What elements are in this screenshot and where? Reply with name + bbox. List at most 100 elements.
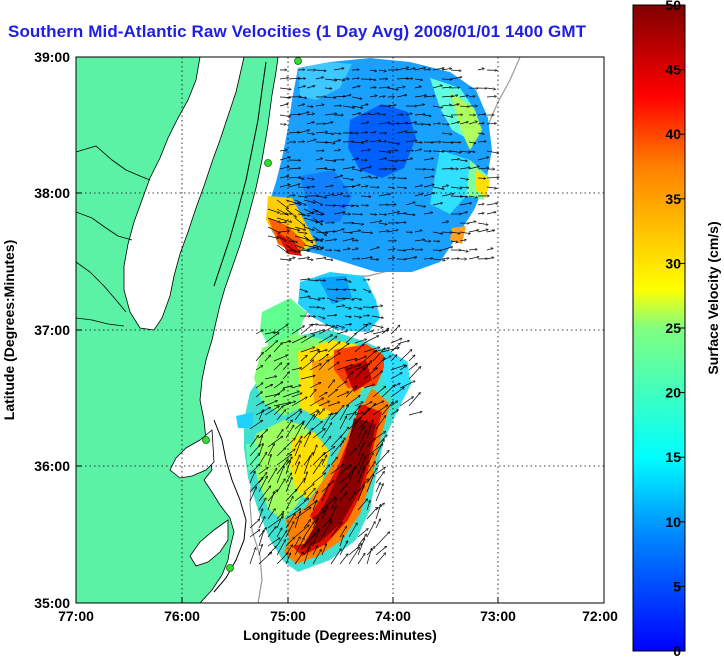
velocity-vector	[342, 239, 354, 242]
velocity-vector	[459, 106, 469, 107]
velocity-vector	[414, 185, 422, 188]
velocity-vector	[303, 433, 311, 448]
velocity-vector	[390, 388, 404, 398]
velocity-vector	[258, 544, 262, 556]
velocity-vector	[363, 331, 373, 335]
velocity-vector	[273, 389, 285, 398]
velocity-vector	[291, 397, 307, 407]
velocity-vector	[276, 208, 288, 215]
velocity-vector	[345, 333, 356, 344]
velocity-vector	[330, 523, 342, 538]
velocity-vector	[357, 421, 367, 430]
velocity-vector	[375, 472, 384, 484]
velocity-vector	[378, 223, 387, 224]
velocity-vector	[288, 184, 300, 188]
velocity-vector	[366, 444, 383, 457]
velocity-vector	[372, 405, 388, 416]
velocity-vector	[423, 158, 433, 161]
velocity-vector	[294, 552, 303, 565]
x-tick-label: 77:00	[58, 608, 94, 624]
velocity-vector	[387, 159, 397, 161]
velocity-vector	[366, 420, 373, 439]
velocity-vector	[344, 324, 352, 325]
velocity-vector	[372, 371, 382, 380]
velocity-vector	[297, 258, 310, 260]
velocity-vector	[396, 78, 408, 79]
velocity-vector	[285, 537, 295, 547]
velocity-vector	[294, 507, 311, 520]
velocity-vector	[441, 96, 453, 97]
velocity-vector	[375, 553, 386, 565]
velocity-vector	[405, 257, 417, 260]
velocity-vector	[351, 248, 358, 250]
velocity-vector	[375, 467, 385, 475]
velocity-vector	[405, 122, 417, 125]
velocity-vector	[330, 506, 336, 520]
velocity-vector	[372, 386, 386, 398]
colorbar-tick-label: 50	[665, 0, 681, 13]
velocity-vector	[405, 214, 415, 215]
velocity-vector	[315, 195, 327, 198]
velocity-vector	[333, 150, 340, 151]
velocity-vector	[344, 289, 356, 290]
velocity-vector	[255, 383, 263, 389]
velocity-vector	[351, 159, 359, 161]
velocity-vector	[258, 452, 267, 466]
velocity-vector	[351, 105, 363, 108]
velocity-vector	[348, 544, 362, 556]
velocity-vector	[249, 435, 258, 448]
radar-station-marker	[226, 564, 234, 572]
velocity-vector	[342, 95, 351, 98]
velocity-vector	[441, 185, 448, 188]
velocity-vector	[345, 359, 357, 362]
velocity-vector	[405, 68, 415, 71]
velocity-vector	[315, 77, 323, 80]
pamlico-sound-south	[189, 519, 229, 567]
velocity-vector	[396, 222, 406, 223]
velocity-vector	[423, 212, 433, 215]
velocity-vector	[450, 241, 458, 242]
velocity-vector	[333, 194, 342, 197]
velocity-vector	[344, 307, 351, 309]
velocity-vector	[378, 231, 389, 232]
velocity-vector	[303, 520, 311, 529]
velocity-vector	[396, 160, 405, 161]
colorbar-tick-label: 45	[665, 62, 681, 78]
velocity-vector	[387, 258, 395, 259]
colorbar-tick-label: 35	[665, 191, 681, 207]
velocity-vector	[306, 122, 314, 125]
velocity-vector	[258, 467, 268, 475]
velocity-vector	[360, 150, 370, 151]
velocity-vector	[486, 150, 499, 153]
velocity-vector	[339, 492, 347, 502]
velocity-vector	[330, 405, 344, 421]
velocity-vector	[339, 416, 347, 430]
velocity-vector	[312, 429, 325, 439]
velocity-vector	[459, 212, 467, 215]
velocity-vector	[309, 330, 325, 335]
velocity-vector	[321, 436, 331, 448]
velocity-vector	[387, 141, 400, 144]
velocity-vector	[432, 203, 442, 206]
radar-station-marker	[294, 57, 302, 65]
velocity-vector	[326, 297, 338, 302]
velocity-vector	[330, 498, 337, 511]
velocity-vector	[390, 355, 397, 362]
velocity-vector	[369, 140, 381, 143]
velocity-vector	[432, 231, 443, 234]
velocity-vector	[371, 306, 383, 307]
velocity-vector	[414, 149, 422, 152]
velocity-vector	[327, 362, 339, 371]
velocity-vector	[486, 230, 495, 233]
velocity-vector	[249, 477, 263, 493]
velocity-vector	[375, 519, 380, 529]
velocity-vectors	[249, 68, 499, 565]
velocity-vector	[318, 392, 327, 398]
velocity-vector	[276, 454, 292, 466]
velocity-vector	[318, 335, 332, 344]
velocity-vector	[324, 88, 332, 89]
velocity-vector	[303, 547, 310, 565]
velocity-vector	[432, 151, 444, 152]
velocity-vector	[267, 527, 276, 538]
